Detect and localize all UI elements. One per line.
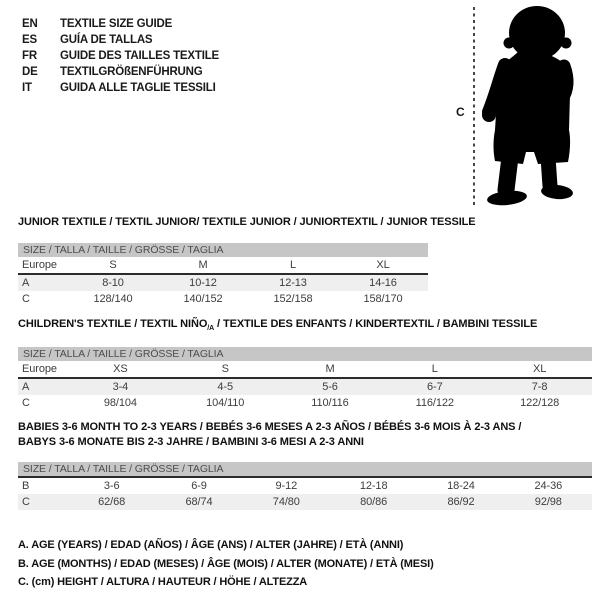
table-cell: 80/86 xyxy=(329,494,418,510)
language-label: GUÍA DE TALLAS xyxy=(60,34,153,46)
babies-title-line2: BABYS 3-6 MONATE BIS 2-3 JAHRE / BAMBINI… xyxy=(18,436,364,448)
legend-line-b: B. AGE (MONTHS) / EDAD (MESES) / ÂGE (MO… xyxy=(18,557,434,570)
table-cell: 3-4 xyxy=(68,378,173,395)
table-cell: 6-7 xyxy=(382,378,488,395)
language-row: EN TEXTILE SIZE GUIDE xyxy=(22,16,219,32)
children-title-text: / TEXTILE DES ENFANTS / KINDERTEXTIL / B… xyxy=(214,318,538,330)
table-cell: C xyxy=(18,494,68,510)
baby-figure: C xyxy=(452,2,598,210)
legend-line-a: A. AGE (YEARS) / EDAD (AÑOS) / ÂGE (ANS)… xyxy=(18,539,404,551)
language-list: EN TEXTILE SIZE GUIDE ES GUÍA DE TALLAS … xyxy=(22,16,219,96)
table-cell: 8-10 xyxy=(68,274,158,291)
table-cell: 14-16 xyxy=(338,274,428,291)
table-cell: 122/128 xyxy=(520,397,560,409)
junior-table-title: JUNIOR TEXTILE / TEXTIL JUNIOR/ TEXTILE … xyxy=(18,216,476,228)
language-label: GUIDE DES TAILLES TEXTILE xyxy=(60,50,219,62)
table-cell: 158/170 xyxy=(363,293,403,305)
children-table: SIZE / TALLA / TAILLE / GRÖSSE / TAGLIA … xyxy=(18,347,592,411)
table-cell: 128/140 xyxy=(93,293,133,305)
table-row-age: A 3-4 4-5 5-6 6-7 7-8 xyxy=(18,378,592,395)
table-cell: Europe xyxy=(18,257,68,275)
table-cell: 104/110 xyxy=(206,397,245,409)
table-cell: 74/80 xyxy=(242,494,330,510)
table-cell: C xyxy=(22,397,30,409)
height-measure-label: C xyxy=(456,105,465,119)
table-row-height: C 62/68 68/74 74/80 80/86 86/92 92/98 xyxy=(18,494,592,510)
table-row-height: C 98/104 104/110 110/116 116/122 122/128 xyxy=(18,395,592,411)
table-cell: 140/152 xyxy=(183,293,223,305)
table-cell: XS xyxy=(68,361,173,379)
table-cell: Europe xyxy=(18,361,68,379)
language-label: GUIDA ALLE TAGLIE TESSILI xyxy=(60,82,216,94)
table-cell: 18-24 xyxy=(447,480,475,492)
table-cell: 12-18 xyxy=(359,480,388,492)
table-cell: 10-12 xyxy=(158,274,248,291)
babies-title-line1: BABIES 3-6 MONTH TO 2-3 YEARS / BEBÉS 3-… xyxy=(18,421,522,433)
children-title-subscript: /A xyxy=(207,325,215,333)
table-cell: 7-8 xyxy=(487,378,592,395)
language-code: IT xyxy=(22,82,32,94)
children-table-title: CHILDREN'S TEXTILE / TEXTIL NIÑO/A / TEX… xyxy=(18,318,537,332)
table-cell: S xyxy=(172,361,278,379)
table-cell: 116/122 xyxy=(415,397,454,409)
table-cell: M xyxy=(277,361,383,379)
junior-size-table: Europe S M L XL A 8-10 10-12 12-13 14-16… xyxy=(18,257,428,307)
babies-size-table: B 3-6 6-9 9-12 12-18 18-24 24-36 C 62/68… xyxy=(18,478,592,510)
table-cell: 152/158 xyxy=(273,293,313,305)
table-cell: L xyxy=(248,257,338,275)
table-cell: XL xyxy=(338,257,428,275)
table-cell: 110/116 xyxy=(311,397,349,409)
table-cell: 62/68 xyxy=(68,494,156,510)
size-header-bar: SIZE / TALLA / TAILLE / GRÖSSE / TAGLIA xyxy=(18,462,592,478)
table-cell: 68/74 xyxy=(155,494,243,510)
language-row: IT GUIDA ALLE TAGLIE TESSILI xyxy=(22,80,219,96)
babies-table-title: BABIES 3-6 MONTH TO 2-3 YEARS / BEBÉS 3-… xyxy=(18,420,596,450)
table-cell: M xyxy=(158,257,248,275)
table-row-sizes: Europe S M L XL xyxy=(18,257,428,275)
language-label: TEXTILE SIZE GUIDE xyxy=(60,18,173,30)
table-cell: 9-12 xyxy=(275,480,298,492)
table-cell: S xyxy=(68,257,158,275)
language-code: ES xyxy=(22,34,37,46)
table-cell: L xyxy=(382,361,488,379)
size-header-bar: SIZE / TALLA / TAILLE / GRÖSSE / TAGLIA xyxy=(18,347,592,361)
language-row: FR GUIDE DES TAILLES TEXTILE xyxy=(22,48,219,64)
measure-legend: A. AGE (YEARS) / EDAD (AÑOS) / ÂGE (ANS)… xyxy=(18,536,434,592)
table-cell: A xyxy=(18,378,68,395)
table-cell: 92/98 xyxy=(504,494,592,510)
language-row: DE TEXTILGRÖßENFÜHRUNG xyxy=(22,64,219,80)
table-cell: 98/104 xyxy=(103,397,137,409)
table-cell: 12-13 xyxy=(248,274,338,291)
table-cell: B xyxy=(22,480,30,492)
baby-silhouette-icon xyxy=(482,6,574,206)
junior-table: SIZE / TALLA / TAILLE / GRÖSSE / TAGLIA … xyxy=(18,243,428,307)
table-cell: 4-5 xyxy=(172,378,278,395)
table-cell: C xyxy=(22,293,30,305)
table-cell: XL xyxy=(487,361,592,379)
language-code: DE xyxy=(22,66,38,78)
table-cell: 5-6 xyxy=(277,378,383,395)
table-row-months: B 3-6 6-9 9-12 12-18 18-24 24-36 xyxy=(18,478,592,494)
table-row-height: C 128/140 140/152 152/158 158/170 xyxy=(18,291,428,307)
language-code: EN xyxy=(22,18,38,30)
height-measure-dotted-line xyxy=(473,7,475,205)
size-header-bar: SIZE / TALLA / TAILLE / GRÖSSE / TAGLIA xyxy=(18,243,428,257)
table-cell: 24-36 xyxy=(534,480,563,492)
table-cell: 3-6 xyxy=(103,480,120,492)
children-title-text: CHILDREN'S TEXTILE / TEXTIL NIÑO xyxy=(18,318,208,330)
language-code: FR xyxy=(22,50,37,62)
table-row-age: A 8-10 10-12 12-13 14-16 xyxy=(18,274,428,291)
table-row-sizes: Europe XS S M L XL xyxy=(18,361,592,379)
babies-table: SIZE / TALLA / TAILLE / GRÖSSE / TAGLIA … xyxy=(18,462,592,510)
children-size-table: Europe XS S M L XL A 3-4 4-5 5-6 6-7 7-8… xyxy=(18,361,592,411)
legend-line-c: C. (cm) HEIGHT / ALTURA / HAUTEUR / HÖHE… xyxy=(18,576,308,588)
language-row: ES GUÍA DE TALLAS xyxy=(22,32,219,48)
language-label: TEXTILGRÖßENFÜHRUNG xyxy=(60,66,203,78)
table-cell: 86/92 xyxy=(417,494,505,510)
table-cell: 6-9 xyxy=(191,480,207,492)
table-cell: A xyxy=(18,274,68,291)
